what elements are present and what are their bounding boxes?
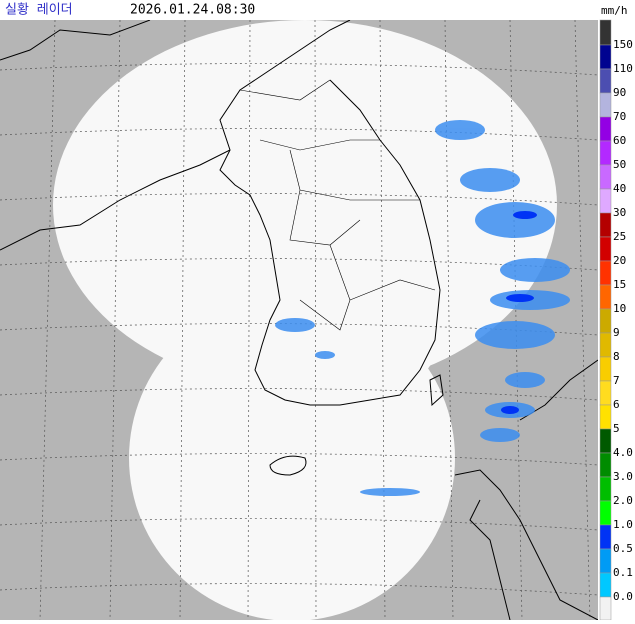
legend-swatch <box>599 260 612 286</box>
legend-swatch <box>599 284 612 310</box>
legend-label: 5 <box>613 422 620 435</box>
precipitation-core <box>501 211 537 414</box>
legend-swatch <box>599 548 612 574</box>
legend-swatch <box>599 308 612 334</box>
legend-label: 90 <box>613 86 626 99</box>
legend-swatch <box>599 140 612 166</box>
legend-swatch <box>599 92 612 118</box>
grid <box>0 20 598 620</box>
province-border <box>239 79 436 331</box>
legend-swatch <box>599 116 612 142</box>
legend-label: 2.0 <box>613 494 633 507</box>
legend-label: 3.0 <box>613 470 633 483</box>
legend-label: 50 <box>613 158 626 171</box>
legend-swatch <box>599 572 612 598</box>
legend-swatch <box>599 524 612 550</box>
coastline <box>0 20 598 620</box>
legend-label: 40 <box>613 182 626 195</box>
timestamp: 2026.01.24.08:30 <box>130 3 255 18</box>
legend-swatch <box>599 68 612 94</box>
legend-label: 1.0 <box>613 518 633 531</box>
legend-label: 0.1 <box>613 566 633 579</box>
legend-swatch <box>599 188 612 214</box>
legend-swatch <box>599 332 612 358</box>
legend-swatch <box>599 44 612 70</box>
legend-label: 150 <box>613 38 633 51</box>
legend-label: 25 <box>613 230 626 243</box>
legend-label: 20 <box>613 254 626 267</box>
legend-label: 4.0 <box>613 446 633 459</box>
legend-label: 6 <box>613 398 620 411</box>
legend-label: 15 <box>613 278 626 291</box>
precipitation-echo <box>275 120 570 496</box>
legend-label: 10 <box>613 302 626 315</box>
legend-label: 9 <box>613 326 620 339</box>
legend-swatch <box>599 236 612 262</box>
legend-swatch <box>599 428 612 454</box>
legend-label: 7 <box>613 374 620 387</box>
legend-swatch <box>599 356 612 382</box>
legend-swatch <box>599 212 612 238</box>
radar-coverage <box>150 290 455 380</box>
legend-swatch <box>599 452 612 478</box>
legend-label: 60 <box>613 134 626 147</box>
legend: 150 110 90 70 60 50 40 30 25 20 15 10 9 8 7 6 5 4.0 3.0 2.0… <box>599 19 633 621</box>
legend-swatch <box>599 404 612 430</box>
legend-label: 0.5 <box>613 542 633 555</box>
legend-swatch <box>599 164 612 190</box>
legend-label: 70 <box>613 110 626 123</box>
radar-coverage <box>129 295 455 620</box>
legend-swatch <box>599 500 612 526</box>
legend-label: 0.0 <box>613 590 633 603</box>
unit: mm/h <box>601 4 628 17</box>
legend-label: 8 <box>613 350 620 363</box>
header-bar <box>0 0 635 20</box>
legend-swatch <box>599 596 612 621</box>
legend-swatch <box>599 19 612 46</box>
legend-swatch <box>599 380 612 406</box>
title: 실황 레이더 <box>5 3 73 18</box>
legend-label: 30 <box>613 206 626 219</box>
legend-label: 110 <box>613 62 633 75</box>
map <box>0 20 598 620</box>
legend-swatch <box>599 476 612 502</box>
